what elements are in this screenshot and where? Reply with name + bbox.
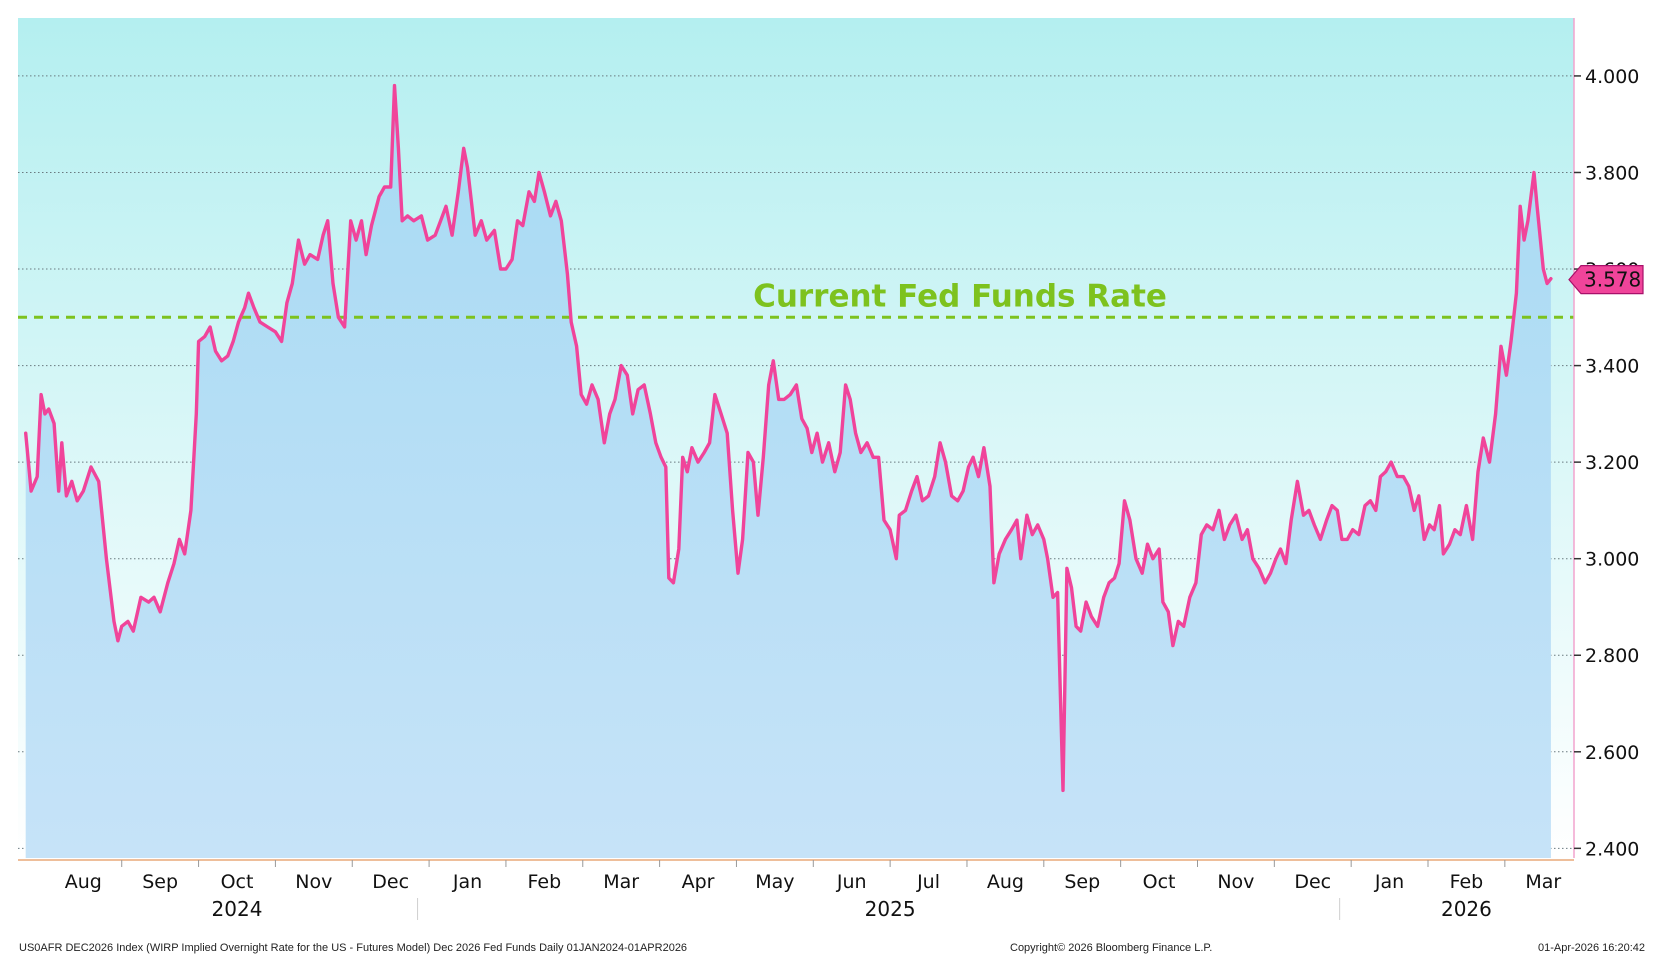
series-line: [24, 83, 1553, 793]
x-tick-label: Feb: [1450, 871, 1484, 893]
y-tick-label: 3.000: [1585, 549, 1639, 571]
x-tick-label: Feb: [528, 871, 562, 893]
year-label: 2024: [212, 897, 263, 921]
year-axis: 2024 2025 2026: [212, 897, 1492, 921]
x-tick-label: Jan: [1374, 871, 1404, 893]
y-tick-label: 3.200: [1585, 452, 1639, 474]
x-tick-label: Jun: [836, 871, 867, 893]
x-tick-label: Jan: [452, 871, 482, 893]
x-tick-label: Nov: [295, 871, 332, 893]
x-tick-label: Sep: [1064, 871, 1100, 893]
y-tick-label: 2.600: [1585, 742, 1639, 764]
footer: US0AFR DEC2026 Index (WIRP Implied Overn…: [19, 942, 1645, 954]
x-tick-label: Apr: [682, 871, 715, 893]
last-value-badge: 3.578: [1568, 265, 1644, 295]
area-fill: [25, 85, 1551, 859]
y-axis: 2.4002.6002.8003.0003.2003.4003.6003.800…: [1574, 66, 1639, 860]
x-tick-label: May: [755, 871, 794, 893]
x-tick-label: Mar: [603, 871, 639, 893]
year-label: 2025: [865, 897, 916, 921]
footer-timestamp: 01-Apr-2026 16:20:42: [1538, 942, 1645, 954]
footer-copyright: Copyright© 2026 Bloomberg Finance L.P.: [1010, 942, 1212, 954]
x-tick-label: Nov: [1217, 871, 1254, 893]
x-tick-label: Jul: [916, 871, 940, 893]
x-axis: Aug Sep Oct Nov Dec Jan Feb Mar Apr May Jun Jul Aug S…: [65, 860, 1561, 893]
x-tick-label: Oct: [1143, 871, 1176, 893]
y-tick-label: 2.800: [1585, 645, 1639, 667]
x-tick-label: Sep: [142, 871, 178, 893]
y-tick-label: 4.000: [1585, 66, 1639, 88]
x-tick-label: Aug: [65, 871, 102, 893]
x-tick-label: Mar: [1525, 871, 1561, 893]
y-tick-label: 2.400: [1585, 838, 1639, 860]
reference-line-label: Current Fed Funds Rate: [753, 278, 1167, 314]
x-tick-label: Oct: [221, 871, 254, 893]
year-label: 2026: [1441, 897, 1492, 921]
y-tick-label: 3.800: [1585, 162, 1639, 184]
last-value-shape: [1568, 265, 1644, 295]
footer-description: US0AFR DEC2026 Index (WIRP Implied Overn…: [19, 942, 687, 954]
x-tick-label: Dec: [372, 871, 409, 893]
y-tick-label: 3.400: [1585, 356, 1639, 378]
last-value-label: 3.578: [1584, 268, 1641, 292]
x-tick-label: Dec: [1294, 871, 1331, 893]
reference-line-group: Current Fed Funds Rate: [18, 278, 1574, 319]
x-tick-label: Aug: [987, 871, 1024, 893]
